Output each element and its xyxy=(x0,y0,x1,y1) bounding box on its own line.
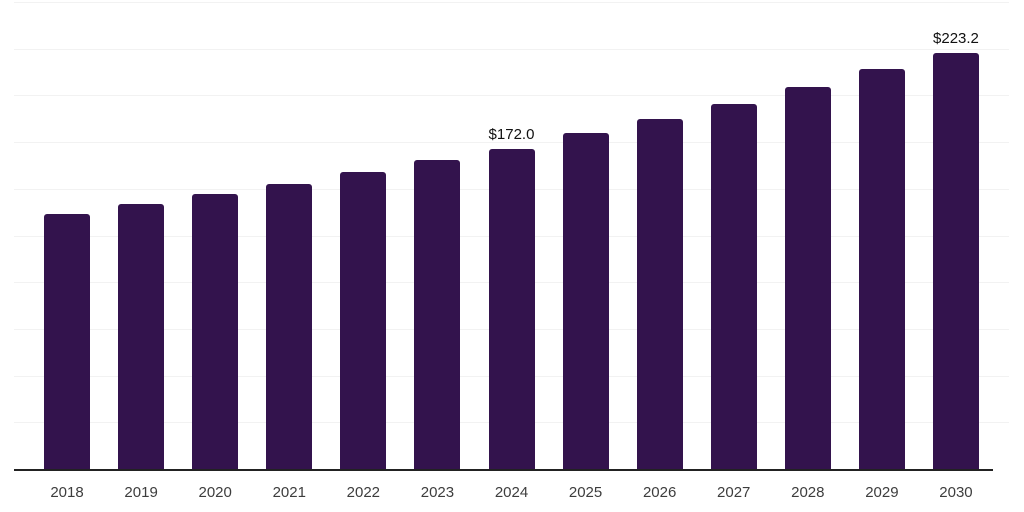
bar-2027[interactable] xyxy=(710,104,757,470)
bar-2020[interactable] xyxy=(192,194,239,470)
x-axis-label-2019: 2019 xyxy=(124,484,158,501)
bar-2024[interactable] xyxy=(488,148,535,470)
x-axis-label-2025: 2025 xyxy=(568,484,603,501)
bar-2018[interactable] xyxy=(44,214,91,470)
bar-2021[interactable] xyxy=(266,184,313,470)
bar-2019[interactable] xyxy=(118,203,165,470)
x-axis-label-2018: 2018 xyxy=(50,484,84,501)
x-axis-label-2028: 2028 xyxy=(791,484,825,501)
x-axis-label-2022: 2022 xyxy=(346,484,381,501)
x-axis-label-2021: 2021 xyxy=(272,484,306,501)
bar-2028[interactable] xyxy=(784,87,831,470)
gridline-175 xyxy=(14,142,1009,144)
bar-2023[interactable] xyxy=(414,160,461,470)
bar-2030[interactable] xyxy=(932,53,979,470)
x-axis-line xyxy=(14,469,993,471)
gridline-250 xyxy=(14,2,1009,3)
x-axis-label-2020: 2020 xyxy=(198,484,232,501)
x-axis-label-2024: 2024 xyxy=(494,484,529,501)
bar-2029[interactable] xyxy=(858,69,905,470)
x-axis-labels: 2018 2019 2020 2021 2022 2023 2024 2025 2026 2027… xyxy=(30,485,993,505)
gridline-200 xyxy=(14,95,1009,97)
x-axis-label-2029: 2029 xyxy=(865,484,899,501)
bar-value-label-2024: $172.0 xyxy=(488,125,535,143)
x-axis-label-2027: 2027 xyxy=(717,484,751,501)
plot-area: $172.0 $223.2 xyxy=(14,2,1009,471)
x-axis-label-2030: 2030 xyxy=(939,484,973,501)
bar-2025[interactable] xyxy=(562,133,609,470)
gridline-225 xyxy=(14,48,1009,50)
x-axis-label-2023: 2023 xyxy=(420,484,455,501)
bar-2026[interactable] xyxy=(636,119,683,470)
x-axis-label-2026: 2026 xyxy=(642,484,677,501)
bar-value-label-2030: $223.2 xyxy=(933,30,979,48)
bar-2022[interactable] xyxy=(340,171,387,470)
bars: $172.0 $223.2 xyxy=(30,3,993,470)
